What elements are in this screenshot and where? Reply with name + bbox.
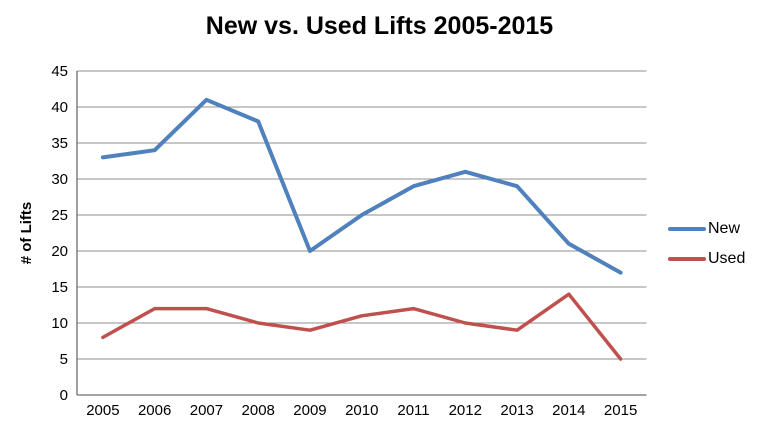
y-tick-label: 25 bbox=[51, 207, 68, 224]
x-tick-label: 2014 bbox=[552, 402, 585, 419]
legend: New Used bbox=[668, 214, 745, 274]
legend-swatch-new bbox=[668, 227, 706, 231]
y-tick-label: 40 bbox=[51, 99, 68, 116]
y-tick-label: 45 bbox=[51, 63, 68, 80]
x-tick-label: 2008 bbox=[242, 402, 275, 419]
x-tick-label: 2007 bbox=[190, 402, 223, 419]
x-tick-label: 2009 bbox=[293, 402, 326, 419]
legend-item-used: Used bbox=[668, 244, 745, 274]
legend-label-used: Used bbox=[708, 250, 746, 267]
legend-item-new: New bbox=[668, 214, 745, 244]
x-tick-label: 2010 bbox=[345, 402, 378, 419]
x-tick-label: 2011 bbox=[397, 402, 429, 419]
series-line-new bbox=[100, 97, 623, 275]
chart-title: New vs. Used Lifts 2005-2015 bbox=[205, 12, 554, 40]
y-tick-label: 10 bbox=[51, 315, 68, 332]
y-tick-label: 20 bbox=[51, 243, 68, 260]
x-tick-label: 2005 bbox=[86, 402, 119, 419]
series-line-used bbox=[101, 292, 623, 361]
y-tick-label: 15 bbox=[51, 279, 68, 296]
x-tick-label: 2012 bbox=[449, 402, 482, 419]
x-tick-label: 2006 bbox=[138, 402, 171, 419]
y-tick-label: 5 bbox=[60, 351, 68, 368]
y-tick-label: 30 bbox=[51, 171, 68, 188]
x-tick-label: 2015 bbox=[604, 402, 637, 419]
y-tick-label: 0 bbox=[60, 387, 68, 404]
legend-label-new: New bbox=[708, 220, 741, 237]
y-axis-title: # of Lifts bbox=[18, 202, 35, 265]
x-tick-label: 2013 bbox=[500, 402, 533, 419]
y-tick-label: 35 bbox=[51, 135, 68, 152]
legend-swatch-used bbox=[668, 257, 706, 261]
